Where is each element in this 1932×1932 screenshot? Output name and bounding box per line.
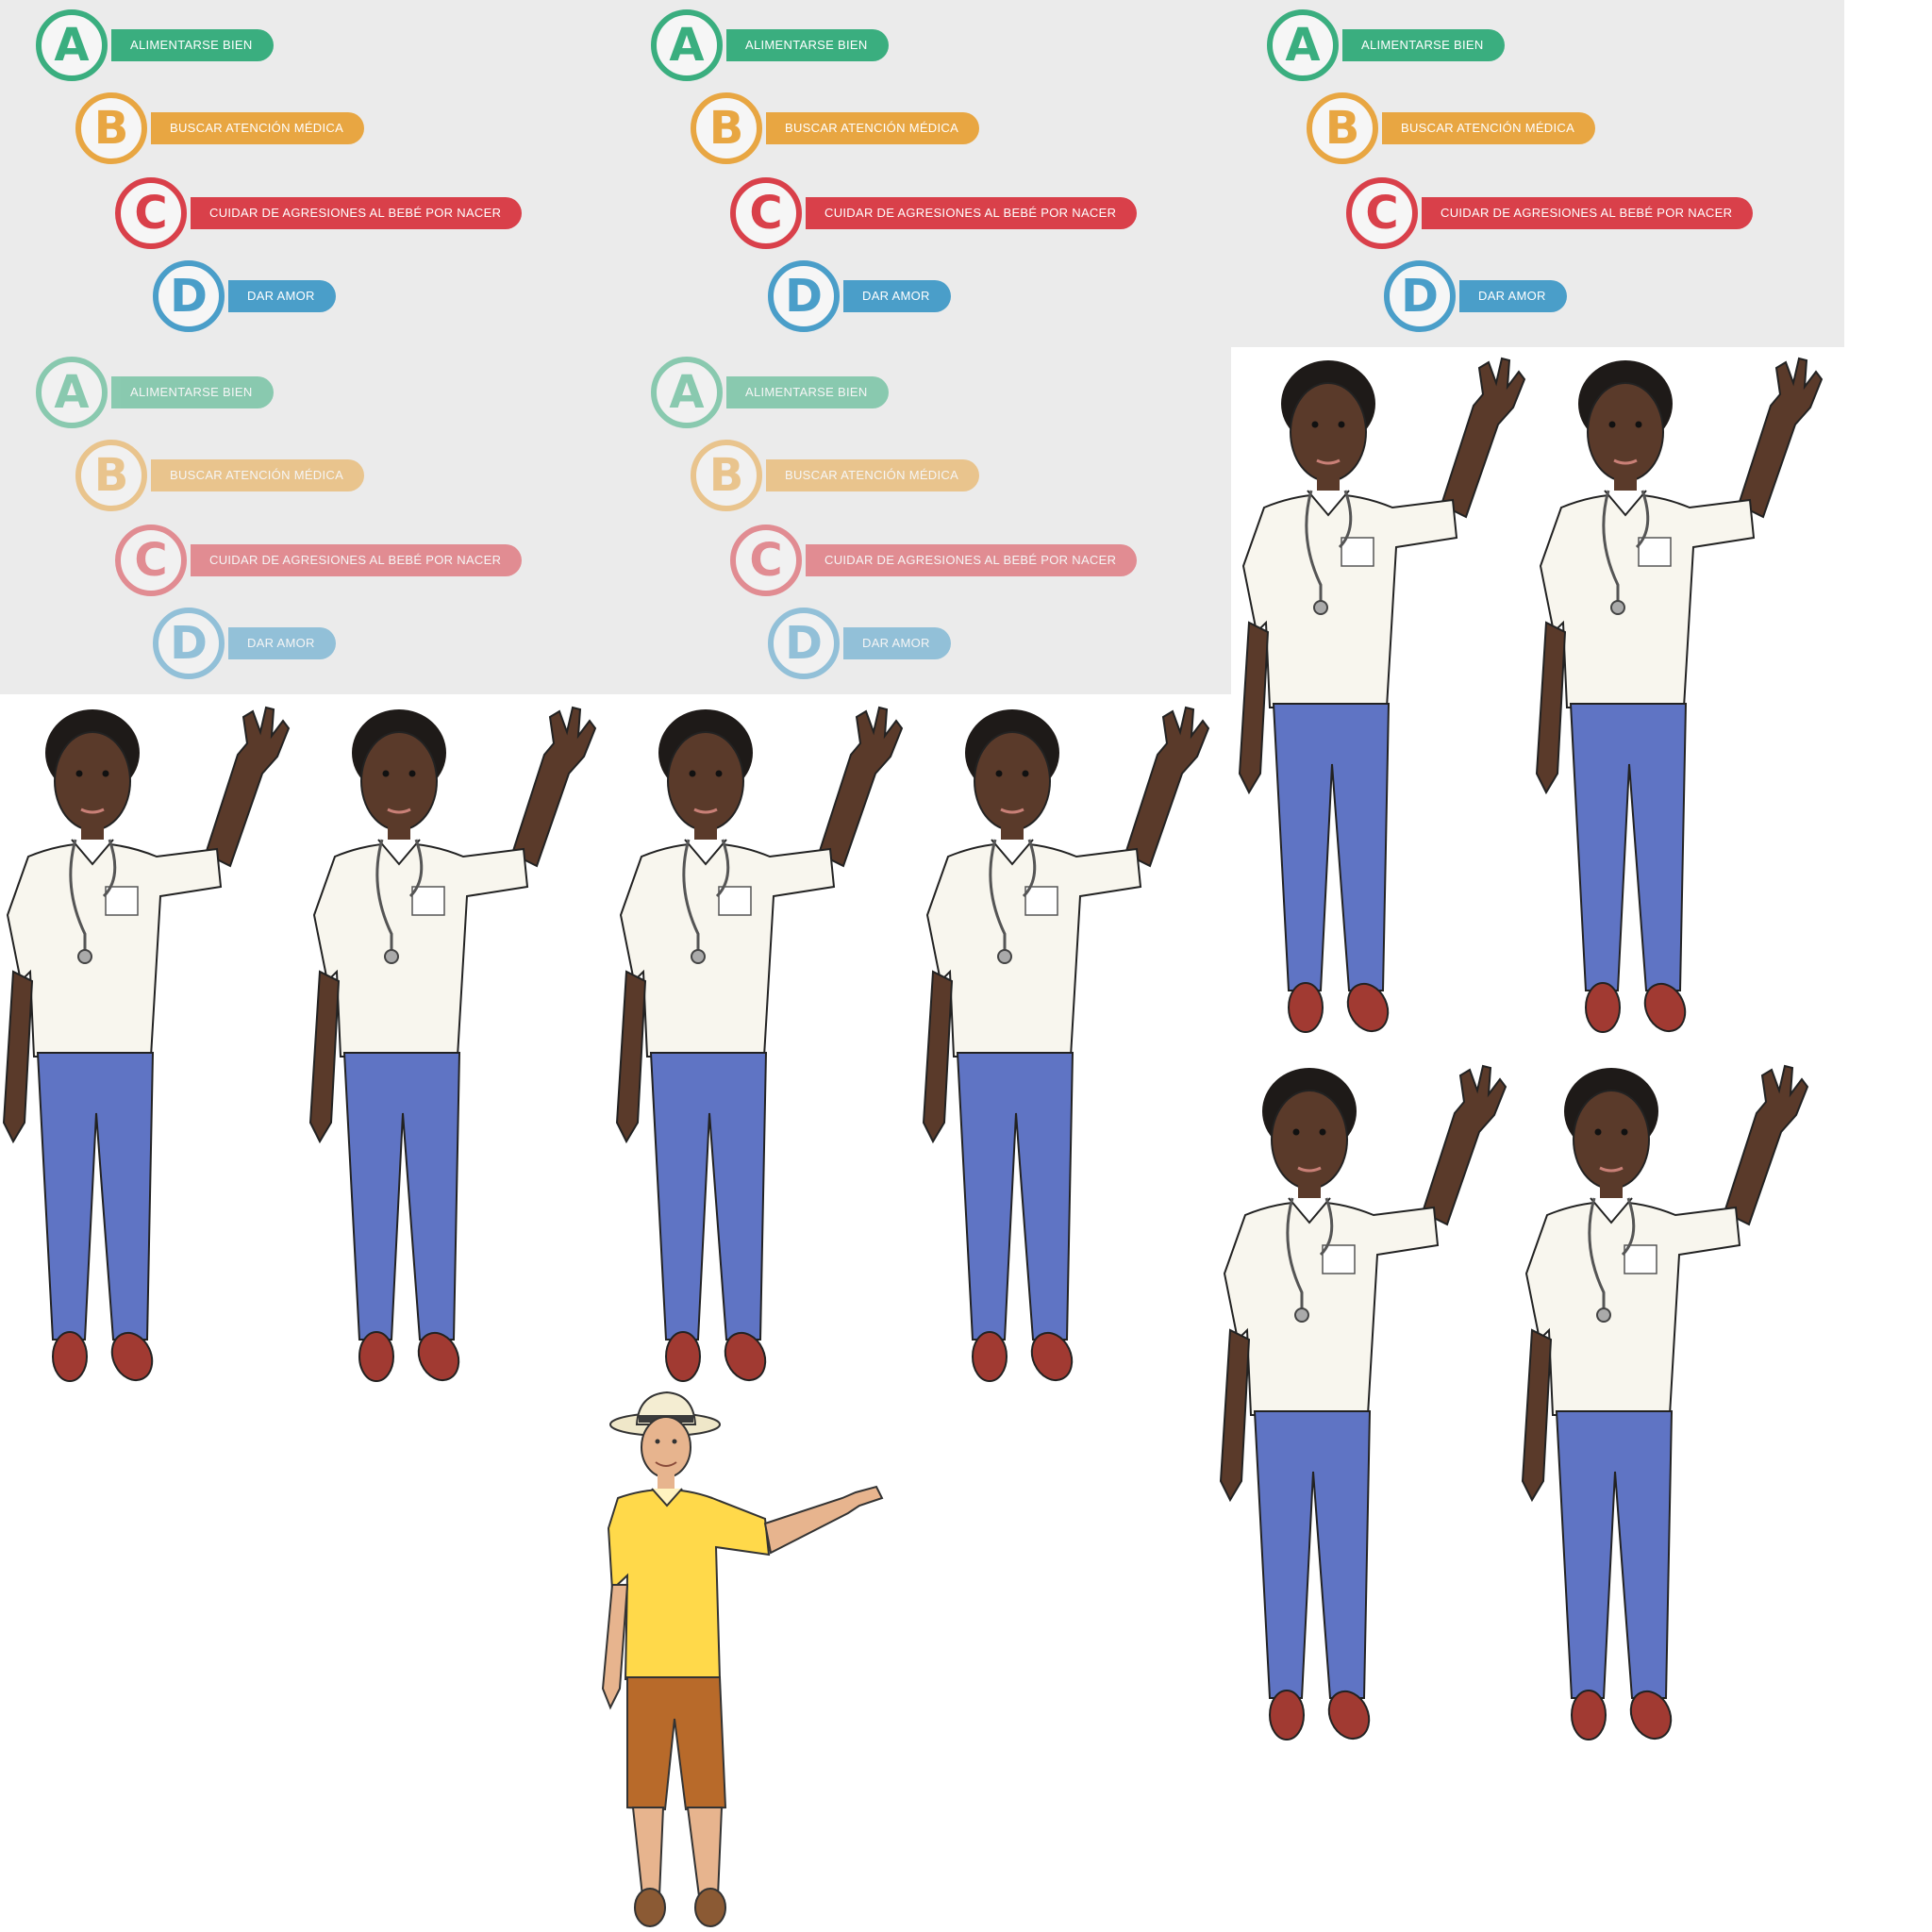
abcd-label: CUIDAR DE AGRESIONES AL BEBÉ POR NACER: [1422, 197, 1754, 229]
health-worker-figure: [613, 698, 924, 1406]
letter-badge-icon: A: [651, 357, 723, 428]
abcd-label: CUIDAR DE AGRESIONES AL BEBÉ POR NACER: [806, 544, 1138, 576]
badge-letter: D: [785, 270, 823, 323]
health-worker-figure: [1236, 349, 1547, 1057]
letter-badge-icon: B: [1307, 92, 1378, 164]
abcd-label: DAR AMOR: [843, 280, 951, 312]
abcd-label: BUSCAR ATENCIÓN MÉDICA: [151, 112, 365, 144]
abcd-label: ALIMENTARSE BIEN: [111, 29, 274, 61]
abcd-label: DAR AMOR: [228, 280, 336, 312]
letter-badge-icon: C: [1346, 177, 1418, 249]
stethoscope-icon: [1286, 1197, 1304, 1309]
letter-badge-icon: A: [36, 357, 108, 428]
badge-letter: D: [170, 617, 208, 670]
letter-badge-icon: A: [651, 9, 723, 81]
badge-letter: A: [54, 19, 90, 72]
badge-letter: C: [749, 534, 783, 587]
badge-letter: B: [93, 102, 129, 155]
abcd-label: CUIDAR DE AGRESIONES AL BEBÉ POR NACER: [806, 197, 1138, 229]
abcd-label: ALIMENTARSE BIEN: [726, 376, 889, 408]
badge-letter: A: [669, 366, 705, 419]
badge-letter: C: [134, 534, 168, 587]
letter-badge-icon: D: [768, 608, 840, 679]
badge-letter: D: [1401, 270, 1439, 323]
abcd-label: BUSCAR ATENCIÓN MÉDICA: [766, 112, 980, 144]
abcd-label: ALIMENTARSE BIEN: [111, 376, 274, 408]
badge-letter: A: [54, 366, 90, 419]
health-worker-figure: [1217, 1057, 1528, 1764]
health-worker-figure: [307, 698, 618, 1406]
abcd-label: ALIMENTARSE BIEN: [726, 29, 889, 61]
stethoscope-icon: [1305, 490, 1323, 602]
letter-badge-icon: C: [730, 177, 802, 249]
letter-badge-icon: B: [691, 92, 762, 164]
farmer-figure: [599, 1387, 920, 1932]
badge-letter: B: [708, 102, 744, 155]
stethoscope-icon: [375, 839, 393, 951]
letter-badge-icon: D: [768, 260, 840, 332]
letter-badge-icon: D: [153, 260, 225, 332]
badge-letter: C: [1365, 187, 1399, 240]
stethoscope-icon: [989, 839, 1007, 951]
stethoscope-icon: [69, 839, 87, 951]
letter-badge-icon: C: [115, 177, 187, 249]
letter-badge-icon: B: [75, 92, 147, 164]
badge-letter: C: [749, 187, 783, 240]
letter-badge-icon: C: [730, 525, 802, 596]
abcd-label: BUSCAR ATENCIÓN MÉDICA: [151, 459, 365, 491]
letter-badge-icon: A: [1267, 9, 1339, 81]
abcd-label: CUIDAR DE AGRESIONES AL BEBÉ POR NACER: [191, 544, 523, 576]
badge-letter: A: [1285, 19, 1321, 72]
letter-badge-icon: C: [115, 525, 187, 596]
letter-badge-icon: A: [36, 9, 108, 81]
letter-badge-icon: D: [153, 608, 225, 679]
health-worker-figure: [1533, 349, 1844, 1057]
badge-letter: B: [1324, 102, 1360, 155]
badge-letter: A: [669, 19, 705, 72]
badge-letter: B: [93, 449, 129, 502]
letter-badge-icon: B: [75, 440, 147, 511]
badge-letter: C: [134, 187, 168, 240]
abcd-label: BUSCAR ATENCIÓN MÉDICA: [1382, 112, 1596, 144]
abcd-label: BUSCAR ATENCIÓN MÉDICA: [766, 459, 980, 491]
health-worker-figure: [1519, 1057, 1830, 1764]
letter-badge-icon: B: [691, 440, 762, 511]
badge-letter: B: [708, 449, 744, 502]
badge-letter: D: [170, 270, 208, 323]
abcd-label: ALIMENTARSE BIEN: [1342, 29, 1505, 61]
abcd-label: DAR AMOR: [228, 627, 336, 659]
badge-letter: D: [785, 617, 823, 670]
stethoscope-icon: [1602, 490, 1620, 602]
stethoscope-icon: [1588, 1197, 1606, 1309]
health-worker-figure: [0, 698, 311, 1406]
letter-badge-icon: D: [1384, 260, 1456, 332]
health-worker-figure: [920, 698, 1231, 1406]
abcd-label: DAR AMOR: [843, 627, 951, 659]
abcd-label: DAR AMOR: [1459, 280, 1567, 312]
abcd-label: CUIDAR DE AGRESIONES AL BEBÉ POR NACER: [191, 197, 523, 229]
stethoscope-icon: [682, 839, 700, 951]
